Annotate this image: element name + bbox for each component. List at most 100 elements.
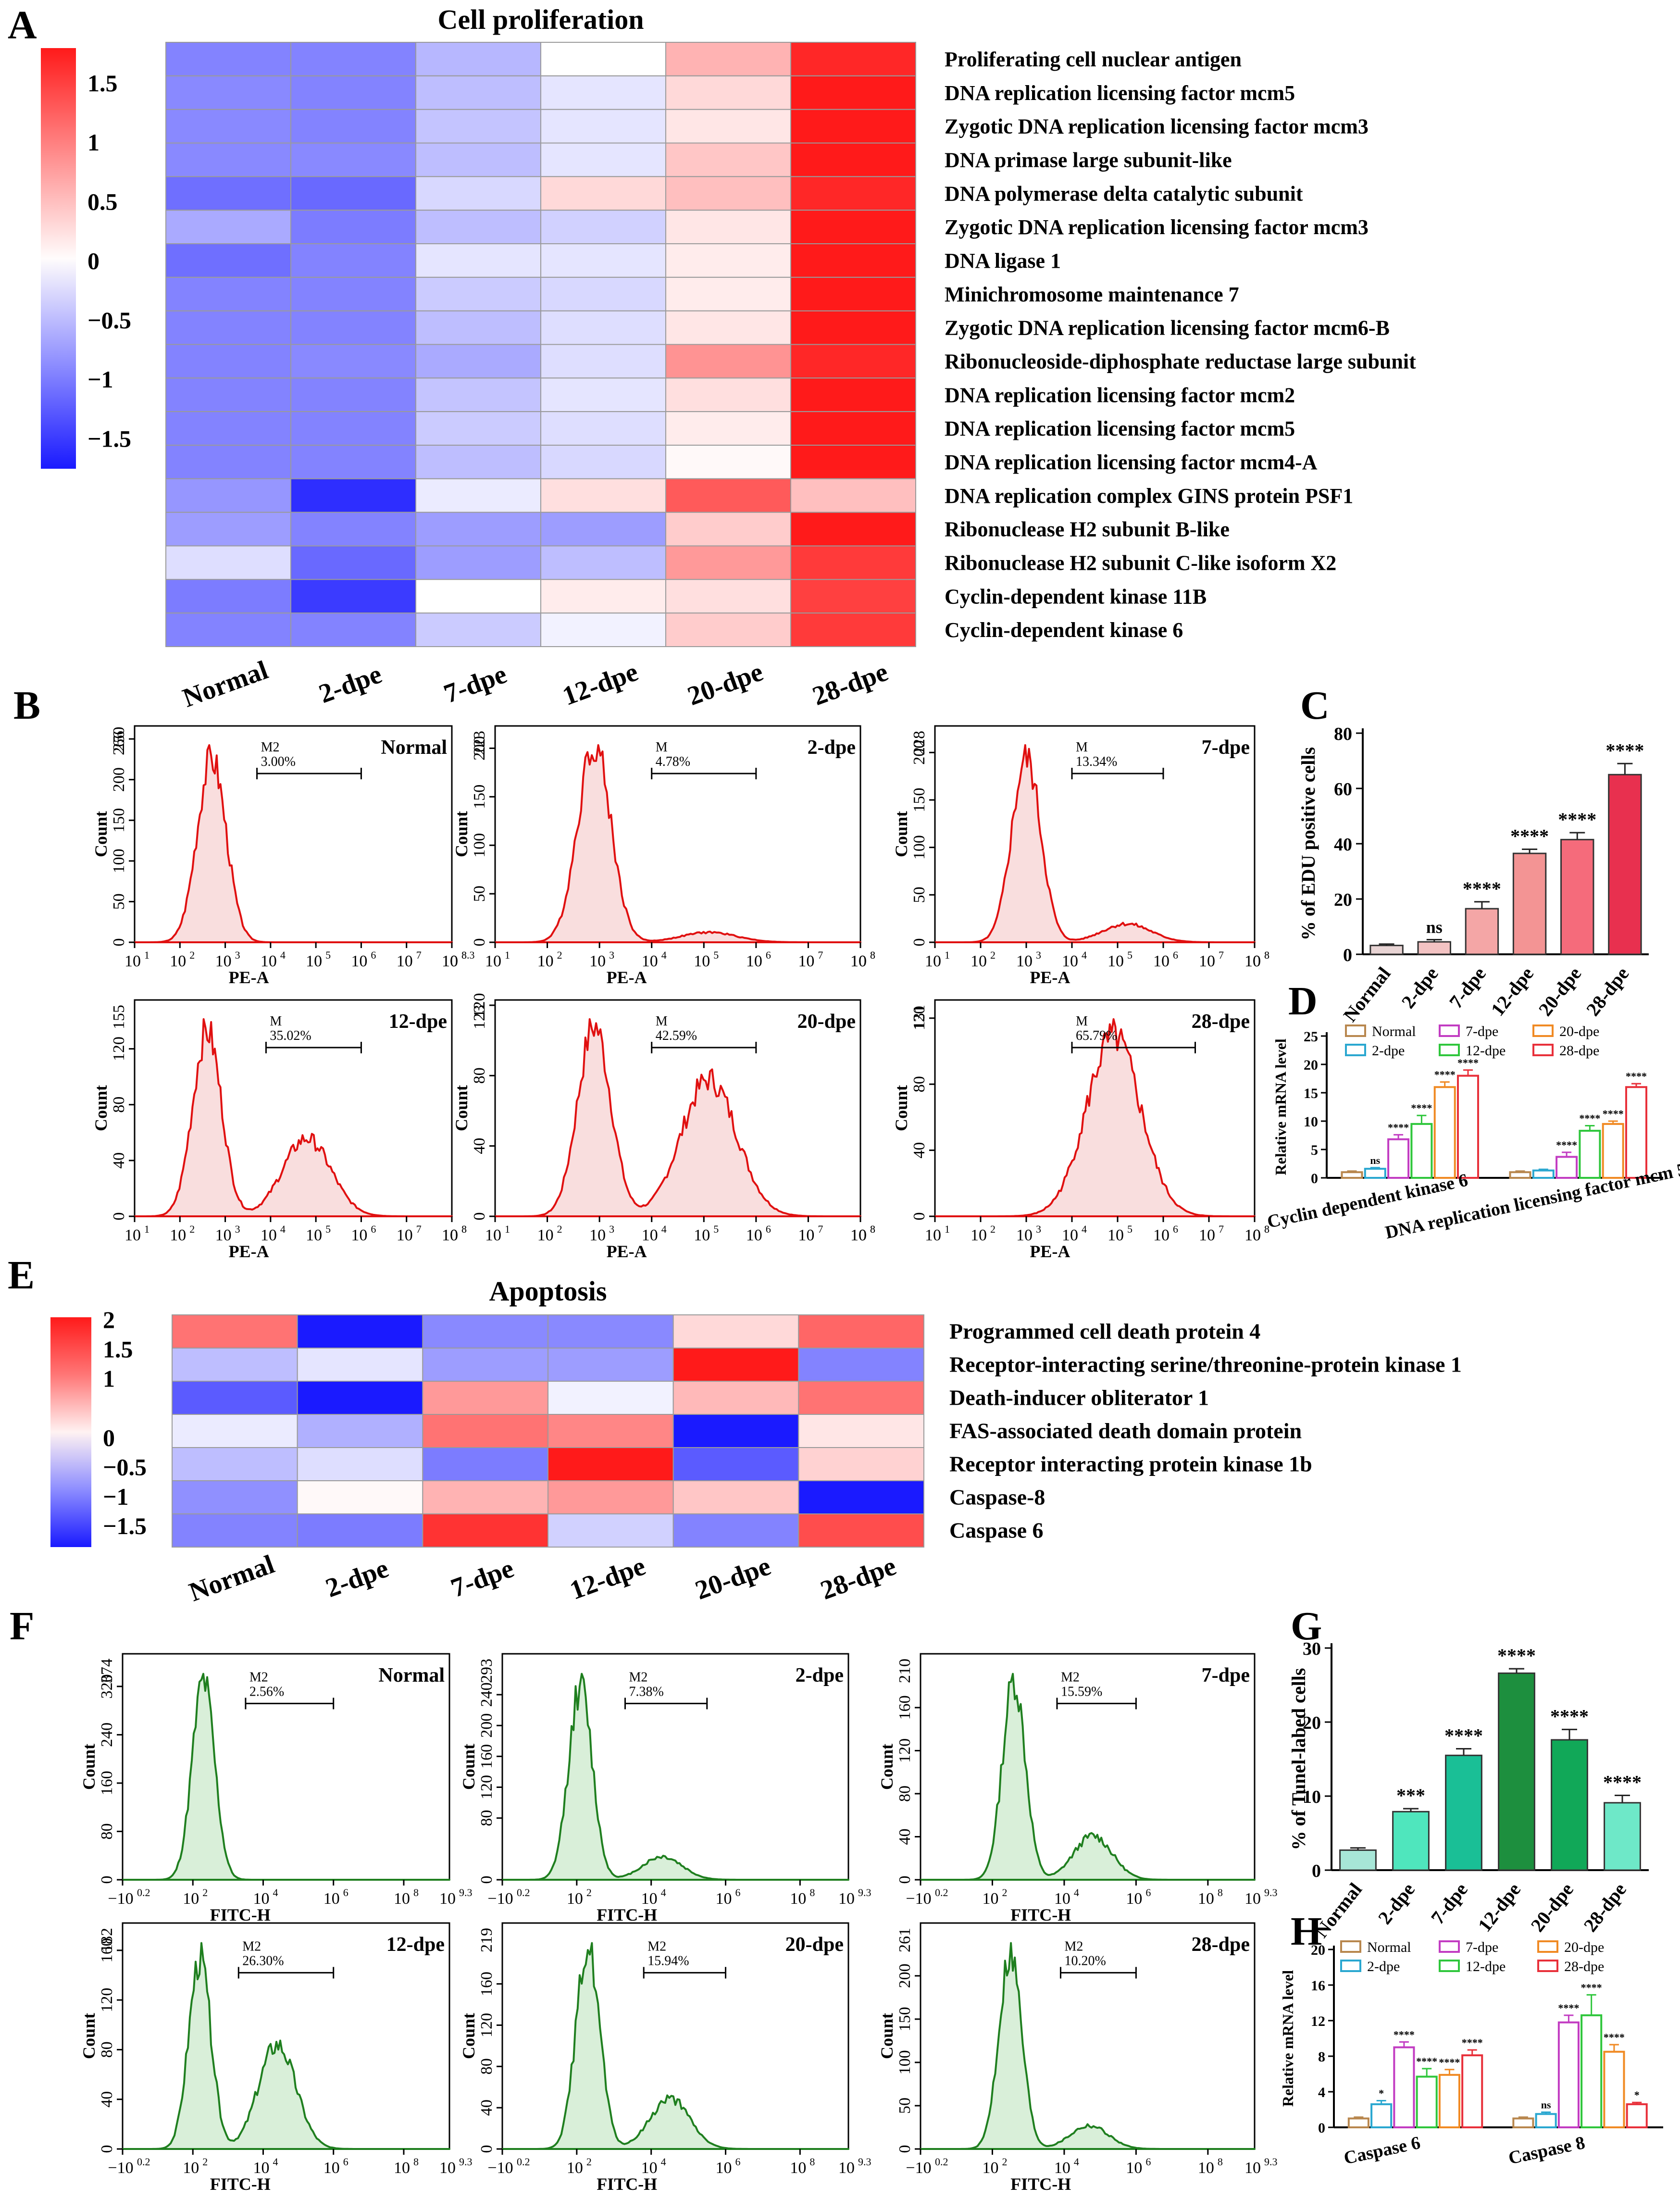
heatmap-cell: [540, 512, 666, 547]
heatmap-cell: [790, 109, 916, 144]
bar: [1339, 1849, 1377, 1871]
heatmap-cell: [297, 1348, 423, 1382]
heatmap-cell: [290, 512, 416, 547]
x-tick-label: 10: [850, 952, 867, 970]
legend-swatch: [1345, 1044, 1366, 1056]
heatmap-cell: [665, 445, 791, 479]
heatmap-cell: [422, 1480, 548, 1514]
significance-label: ****: [1462, 2036, 1483, 2049]
gate-percentage: 10.20%: [1064, 1953, 1106, 1968]
y-max-label: 123: [471, 1005, 488, 1029]
x-axis-label: PE-A: [607, 968, 647, 987]
bar: [1433, 1086, 1456, 1179]
bar: [1532, 1169, 1555, 1179]
gate-percentage: 2.56%: [249, 1684, 284, 1699]
y-tick-label: 4: [1318, 2085, 1325, 2100]
heatmap-cell: [415, 176, 541, 211]
heatmap-cell: [422, 1513, 548, 1548]
heatmap-cell: [790, 377, 916, 412]
histogram-curve: [122, 1673, 450, 1881]
x-tick-exponent: 1: [945, 949, 950, 961]
y-tick-label: 80: [98, 2041, 116, 2058]
heatmap-cell: [540, 310, 666, 345]
y-tick-label: 0: [110, 1212, 128, 1221]
sample-label: Normal: [378, 1664, 445, 1686]
heatmap-cell: [165, 344, 291, 379]
heatmap-cell: [415, 411, 541, 446]
y-tick-label: 100: [471, 833, 488, 858]
y-tick-label: 240: [478, 1683, 496, 1707]
heatmap-cell: [790, 176, 916, 211]
x-tick-label: 10: [850, 1226, 867, 1244]
heatmap-cell: [172, 1348, 298, 1382]
heatmap-cell: [540, 411, 666, 446]
x-tick-label: 10: [439, 1890, 456, 1908]
heatmap-cell: [798, 1348, 925, 1382]
x-category-label: 7-dpe: [1427, 1879, 1472, 1928]
heatmap-cell: [672, 1480, 799, 1514]
panel-label-G: G: [1291, 1604, 1322, 1649]
heatmap-cell: [540, 377, 666, 412]
heatmap-cell: [172, 1513, 298, 1548]
x-tick-exponent: 0.2: [935, 1886, 948, 1899]
histogram-curve: [122, 1942, 450, 2150]
legend-label: 2-dpe: [1372, 1043, 1405, 1059]
heatmap-cell: [165, 243, 291, 278]
bar: [1457, 1074, 1479, 1179]
x-axis-label: FITC-H: [1010, 1905, 1071, 1924]
x-tick-exponent: 3: [1036, 949, 1041, 961]
x-tick-exponent: 1: [144, 949, 149, 961]
sample-label: 28-dpe: [1192, 1011, 1250, 1033]
x-tick-exponent: 8: [809, 2156, 815, 2168]
heatmap-column-label: 7-dpe: [447, 1553, 518, 1603]
x-tick-exponent: 4: [280, 949, 286, 961]
x-tick-label: 10: [798, 1226, 814, 1244]
bar: [1393, 2046, 1415, 2128]
x-tick-label: 10: [1054, 2159, 1070, 2177]
heatmap-cell: [548, 1348, 674, 1382]
y-tick-label: 200: [471, 736, 488, 761]
heatmap-cell: [290, 344, 416, 379]
heatmap-cell: [665, 109, 791, 144]
x-tick-exponent: 8: [1264, 1223, 1269, 1235]
bar: [1465, 908, 1499, 955]
y-tick-label: 0: [1343, 945, 1352, 965]
bar: [1364, 1168, 1386, 1179]
heatmap-cell: [672, 1447, 799, 1481]
y-tick-label: 40: [478, 2099, 496, 2116]
x-tick-label: 10: [215, 1226, 232, 1244]
heatmap-cell: [290, 243, 416, 278]
legend-label: 7-dpe: [1466, 1024, 1498, 1039]
y-tick-label: 120: [896, 1738, 914, 1763]
x-tick-label: 10: [641, 2159, 658, 2177]
bar: [1535, 2113, 1557, 2128]
bar: [1625, 1086, 1647, 1179]
heatmap-cell: [165, 377, 291, 412]
heatmap-cell: [665, 411, 791, 446]
group-label: Caspase 6: [1342, 2133, 1422, 2169]
x-tick-label: 10: [394, 1890, 410, 1908]
heatmap-cell: [665, 545, 791, 580]
y-tick-label: 80: [98, 1823, 116, 1839]
y-tick-label: 150: [896, 2007, 914, 2031]
x-tick-exponent: 3: [235, 1223, 240, 1235]
x-tick-exponent: 6: [371, 949, 376, 961]
sample-label: 2-dpe: [808, 737, 856, 759]
heatmap-cell: [798, 1480, 925, 1514]
x-tick-exponent: 2: [202, 2156, 208, 2168]
gate-name: M: [656, 1014, 668, 1029]
legend-swatch: [1439, 1024, 1460, 1037]
heatmap-cell: [540, 579, 666, 614]
legend-swatch: [1532, 1044, 1554, 1056]
x-tick-exponent: 7: [416, 949, 422, 961]
colorbar-tick-label: 1.5: [87, 70, 118, 97]
x-axis-label: FITC-H: [597, 1905, 657, 1924]
heatmap-row-label: Cyclin-dependent kinase 11B: [945, 585, 1207, 608]
heatmap-row-label: Programmed cell death protein 4: [949, 1319, 1260, 1344]
sample-label: 12-dpe: [386, 1934, 445, 1956]
heatmap-cell: [415, 210, 541, 244]
y-tick-label: 120: [478, 2013, 496, 2037]
x-tick-exponent: 9.3: [1264, 2156, 1278, 2168]
legend-label: 28-dpe: [1559, 1043, 1599, 1059]
